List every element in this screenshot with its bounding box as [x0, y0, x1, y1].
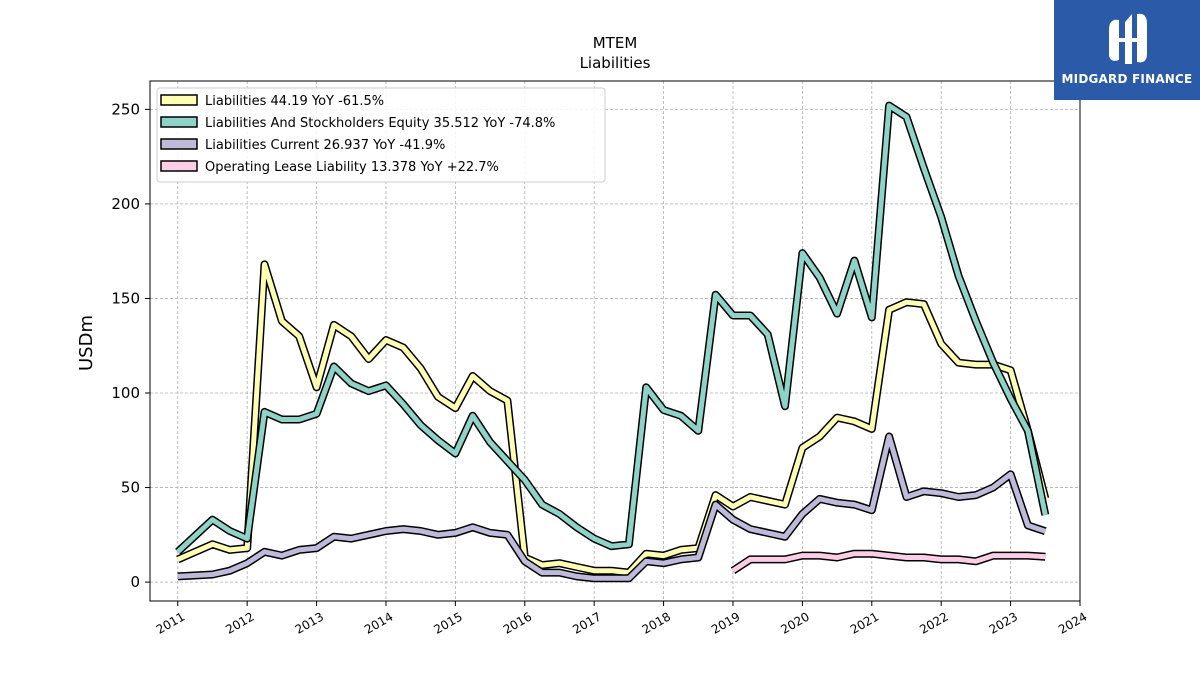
x-tick-label: 2016: [501, 609, 534, 636]
x-tick-label: 2023: [987, 609, 1020, 636]
x-tick-label: 2012: [223, 609, 256, 636]
x-tick-label: 2014: [362, 609, 395, 636]
x-tick-label: 2020: [778, 609, 811, 636]
x-tick-label: 2019: [709, 609, 742, 636]
series-lines: [175, 101, 1050, 583]
series-operating-lease-liability: [730, 549, 1046, 575]
y-tick-label: 50: [121, 479, 140, 497]
brand-logo: MIDGARD FINANCE: [1054, 0, 1200, 100]
x-tick-label: 2017: [570, 609, 603, 636]
legend-entry-label: Liabilities Current 26.937 YoY -41.9%: [205, 138, 445, 153]
x-tick-label: 2024: [1056, 609, 1089, 636]
legend: Liabilities 44.19 YoY -61.5% Liabilities …: [156, 87, 606, 183]
legend-swatch: [160, 138, 198, 150]
x-tick-label: 2022: [917, 609, 950, 636]
midgard-logo-icon: [1109, 13, 1147, 64]
legend-entry-label: Operating Lease Liability 13.378 YoY +22…: [205, 160, 499, 175]
plot-frame: [149, 80, 1081, 602]
chart-subtitle: Liabilities: [580, 54, 651, 72]
series-liabilities-current: [177, 432, 1047, 583]
x-tick-label: 2013: [293, 609, 326, 636]
brand-name: MIDGARD FINANCE: [1061, 72, 1193, 86]
x-tick-label: 2011: [154, 609, 187, 636]
chart-title: MTEM: [593, 34, 638, 52]
series-liabilities: [176, 260, 1050, 577]
x-tick-label: 2018: [640, 609, 673, 636]
legend-box: [156, 87, 606, 183]
legend-swatch: [160, 94, 198, 106]
y-tick-label: 200: [111, 195, 140, 213]
legend-swatch: [160, 160, 198, 172]
legend-entry-label: Liabilities 44.19 YoY -61.5%: [205, 94, 384, 109]
series-line: [176, 261, 1048, 576]
y-tick-label: 0: [130, 573, 140, 591]
y-tick-label: 100: [111, 384, 140, 402]
series-line: [176, 103, 1048, 554]
y-axis-label: USDm: [76, 315, 97, 371]
series-line: [731, 551, 1046, 573]
x-tick-label: 2015: [431, 609, 464, 636]
series-liabilities-and-stockholders-equity: [175, 101, 1050, 555]
series-line: [177, 434, 1047, 581]
x-tick-label: 2021: [848, 609, 881, 636]
legend-entry-label: Liabilities And Stockholders Equity 35.5…: [205, 116, 555, 131]
y-tick-label: 150: [111, 289, 140, 307]
axes: 0 50 100 150 200 250 2011 2012 2013 2014 2015 2016 2…: [111, 80, 1090, 637]
legend-swatch: [160, 116, 198, 128]
y-tick-label: 250: [111, 100, 140, 118]
